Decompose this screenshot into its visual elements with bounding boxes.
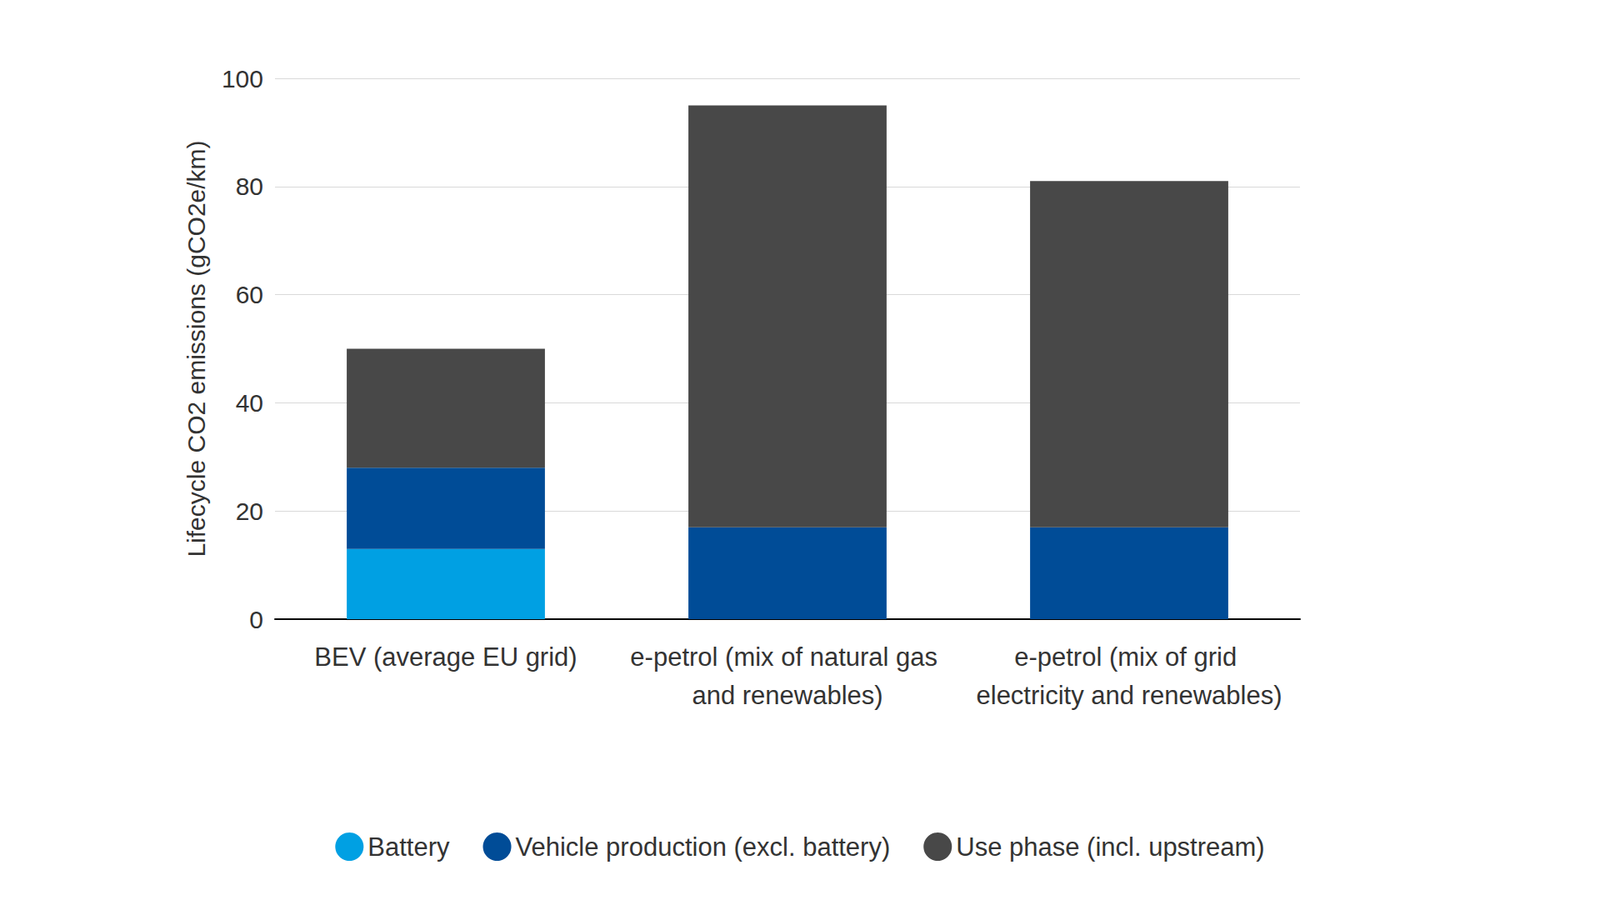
svg-text:and renewables): and renewables) [691, 680, 883, 710]
svg-text:e-petrol (mix of natural gas: e-petrol (mix of natural gas [630, 642, 945, 672]
svg-text:20: 20 [235, 497, 264, 525]
svg-text:100: 100 [221, 65, 264, 93]
svg-text:Battery: Battery [367, 832, 450, 862]
svg-text:Use phase (incl. upstream): Use phase (incl. upstream) [955, 832, 1265, 862]
svg-text:Vehicle production (excl. batt: Vehicle production (excl. battery) [515, 832, 891, 862]
svg-text:e-petrol (mix of grid: e-petrol (mix of grid [1014, 642, 1245, 672]
svg-text:Lifecycle CO2 emissions (gCO2e: Lifecycle CO2 emissions (gCO2e/km) [182, 140, 210, 557]
svg-text:80: 80 [235, 172, 264, 200]
svg-text:60: 60 [235, 280, 264, 309]
svg-text:40: 40 [235, 389, 264, 417]
svg-text:electricity and renewables): electricity and renewables) [975, 680, 1282, 710]
svg-text:0: 0 [249, 605, 264, 634]
svg-text:BEV (average EU grid): BEV (average EU grid) [314, 642, 577, 672]
